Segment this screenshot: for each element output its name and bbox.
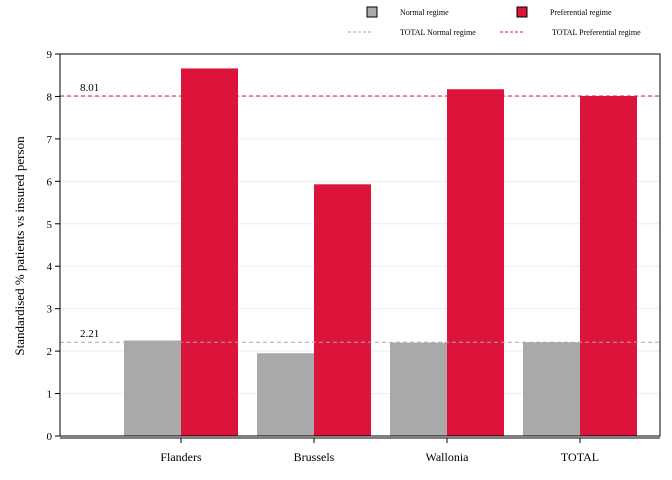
axes: 0 1 2 3 4 5 6 7 8 9 Flanders Brussels Wallonia TOTAL	[47, 49, 661, 464]
bar-total-normal	[523, 342, 580, 436]
y-tick-label: 8	[47, 91, 53, 103]
legend-label: TOTAL Normal regime	[400, 28, 476, 37]
bar-total-preferential	[580, 96, 637, 437]
y-tick-label: 7	[47, 134, 53, 146]
legend-swatch	[366, 6, 378, 18]
y-tick-label: 3	[47, 304, 53, 316]
y-tick-label: 1	[47, 389, 53, 401]
legend-item: Preferential regime	[516, 6, 612, 18]
x-tick-label: Wallonia	[425, 450, 469, 464]
reference-label-preferential: 8.01	[80, 82, 99, 94]
legend: Normal regime Preferential regime TOTAL No…	[348, 6, 641, 37]
bar-flanders-normal	[124, 340, 181, 436]
bar-wallonia-preferential	[447, 89, 504, 437]
x-tick-label: TOTAL	[561, 450, 599, 464]
legend-label: Preferential regime	[550, 8, 612, 17]
legend-item: TOTAL Normal regime	[348, 28, 476, 37]
x-tick-label: Flanders	[160, 450, 202, 464]
x-tick-label: Brussels	[294, 450, 335, 464]
bars	[124, 68, 637, 437]
legend-label: Normal regime	[400, 8, 449, 17]
legend-item: TOTAL Preferential regime	[500, 28, 641, 37]
y-tick-label: 5	[47, 219, 53, 231]
legend-label: TOTAL Preferential regime	[552, 28, 641, 37]
bar-brussels-preferential	[314, 184, 371, 436]
y-axis-title: Standardised % patients vs insured perso…	[12, 136, 27, 356]
reference-lines: 2.21 8.01	[60, 82, 660, 343]
y-tick-label: 2	[47, 346, 53, 358]
y-tick-label: 9	[47, 49, 53, 61]
legend-swatch	[516, 6, 528, 18]
y-tick-label: 6	[47, 176, 53, 188]
plot-frame	[59, 53, 661, 437]
bar-flanders-preferential	[181, 68, 238, 436]
y-tick-label: 4	[47, 261, 53, 273]
bar-brussels-normal	[257, 353, 314, 436]
bar-wallonia-normal	[390, 342, 447, 436]
reference-label-normal: 2.21	[80, 328, 99, 340]
legend-item: Normal regime	[366, 6, 449, 18]
y-tick-label: 0	[47, 431, 53, 443]
